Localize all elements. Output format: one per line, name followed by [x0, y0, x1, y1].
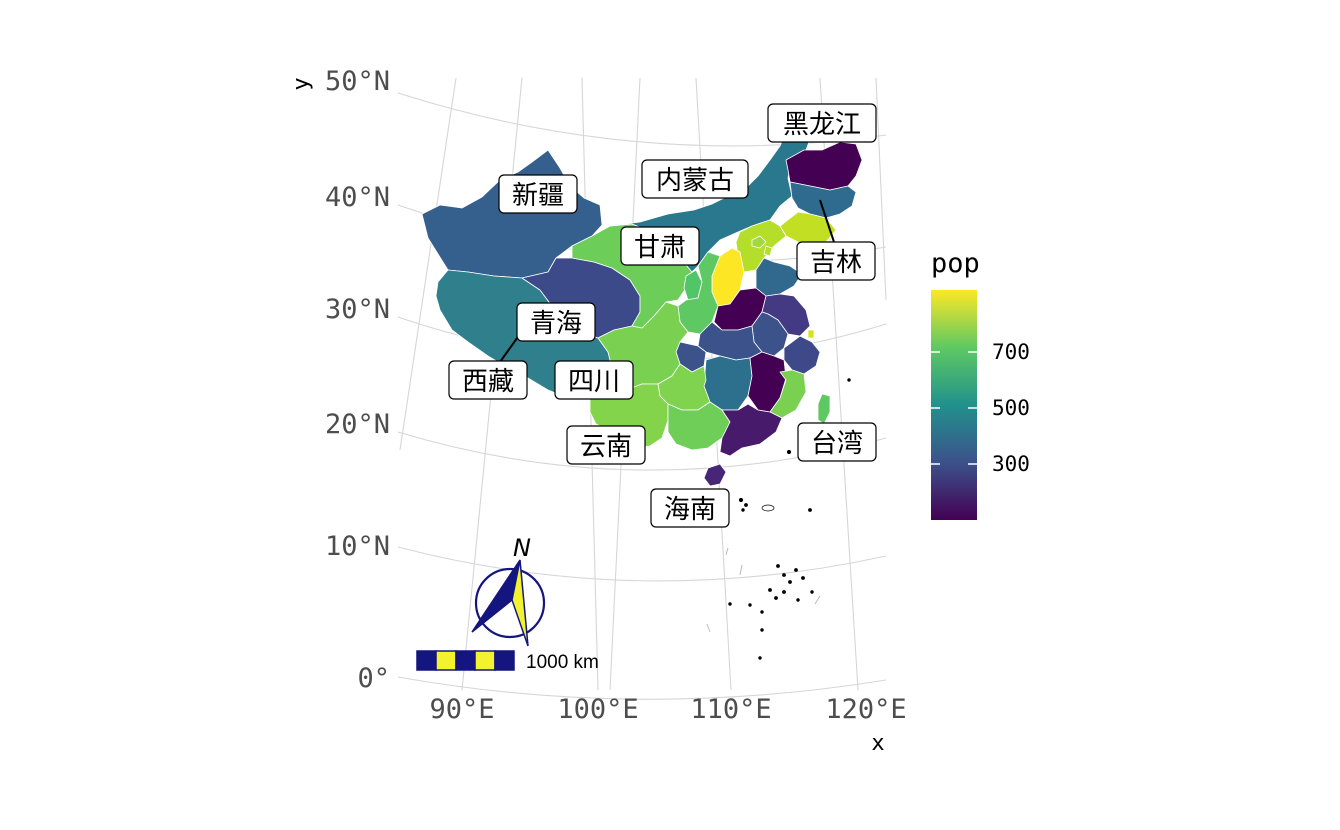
lon-axis-labels: 90°E 100°E 110°E 120°E	[429, 694, 906, 725]
label-sichuan: 四川	[554, 360, 634, 400]
legend-tick-300: 300	[992, 452, 1030, 476]
south-china-sea-islands	[706, 378, 851, 660]
label-qinghai: 青海	[516, 302, 596, 342]
svg-text:黑龙江: 黑龙江	[783, 110, 861, 140]
svg-text:四川: 四川	[568, 367, 620, 397]
label-leaders	[499, 199, 835, 363]
scale-bar: 1000 km	[416, 650, 599, 673]
svg-text:吉林: 吉林	[810, 248, 862, 278]
svg-text:新疆: 新疆	[512, 181, 564, 211]
y-axis-title: y	[289, 77, 314, 90]
province-jilin[interactable]	[789, 181, 857, 219]
lon-label-100: 100°E	[557, 694, 638, 725]
north-arrow: N	[471, 534, 546, 647]
graticule-lat-0	[397, 676, 887, 700]
label-neimenggu: 内蒙古	[641, 159, 749, 199]
legend: pop 700 500 300	[931, 248, 1030, 520]
svg-text:西藏: 西藏	[462, 367, 514, 397]
legend-tick-700: 700	[992, 340, 1030, 364]
svg-text:海南: 海南	[664, 495, 716, 525]
legend-tick-500: 500	[992, 396, 1030, 420]
label-xinjiang: 新疆	[498, 174, 578, 214]
north-arrow-circle	[474, 567, 546, 639]
province-taiwan[interactable]	[817, 393, 831, 425]
leader-xizang	[499, 333, 521, 363]
province-guangxi[interactable]	[667, 401, 731, 451]
province-hunan[interactable]	[703, 355, 753, 411]
lat-label-20: 20°N	[325, 409, 390, 440]
lon-label-110: 110°E	[690, 694, 771, 725]
scale-bar-label: 1000 km	[526, 652, 599, 673]
svg-text:台湾: 台湾	[811, 429, 863, 459]
north-arrow-light-half	[511, 559, 529, 647]
svg-text:内蒙古: 内蒙古	[656, 166, 734, 196]
label-gansu: 甘肃	[620, 226, 700, 266]
lat-label-40: 40°N	[325, 182, 390, 213]
graticule-lon-120	[875, 77, 887, 301]
graticule-lat-10	[397, 546, 887, 582]
legend-colorbar	[931, 290, 977, 520]
north-arrow-label: N	[513, 534, 531, 562]
province-labels: 黑龙江 内蒙古 新疆 甘肃 吉林 青海 西藏 四川	[448, 103, 877, 528]
label-xizang: 西藏	[448, 360, 528, 400]
label-yunnan: 云南	[566, 425, 646, 465]
lon-label-120: 120°E	[825, 694, 906, 725]
lon-label-90: 90°E	[429, 694, 494, 725]
lat-axis-labels: 50°N 40°N 30°N 20°N 10°N 0°	[325, 66, 390, 694]
lat-label-30: 30°N	[325, 294, 390, 325]
svg-text:云南: 云南	[580, 432, 632, 462]
province-fujian[interactable]	[769, 369, 807, 419]
lat-label-0: 0°	[357, 663, 390, 694]
label-jilin: 吉林	[796, 241, 876, 281]
svg-text:青海: 青海	[530, 309, 582, 339]
label-hainan: 海南	[650, 488, 730, 528]
legend-title: pop	[931, 248, 980, 279]
label-heilongjiang: 黑龙江	[767, 103, 877, 143]
province-tianjin[interactable]	[763, 245, 773, 257]
label-taiwan: 台湾	[797, 422, 877, 462]
province-shandong[interactable]	[755, 257, 803, 297]
graticule-lon-85	[399, 77, 457, 451]
province-beijing[interactable]	[751, 235, 767, 249]
lat-label-10: 10°N	[325, 531, 390, 562]
lat-label-50: 50°N	[325, 66, 390, 97]
province-zhejiang[interactable]	[783, 335, 821, 375]
province-shanghai[interactable]	[807, 329, 815, 339]
province-hainan[interactable]	[703, 463, 727, 487]
leader-jilin	[819, 199, 835, 243]
province-guangdong[interactable]	[719, 403, 783, 457]
x-axis-title: x	[871, 731, 884, 756]
svg-text:甘肃: 甘肃	[634, 233, 686, 263]
